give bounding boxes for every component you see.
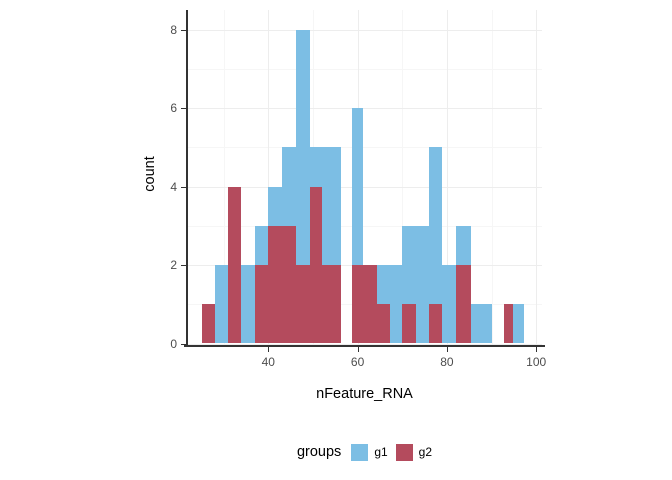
y-tick-mark <box>181 343 186 345</box>
histogram-bar-g2 <box>455 265 471 344</box>
legend: groups g1 g2 <box>187 441 542 463</box>
y-tick-mark <box>181 186 186 188</box>
histogram-bar-g1 <box>470 304 482 344</box>
histogram-bar-g2 <box>402 304 416 344</box>
histogram-bar-g1 <box>442 265 456 344</box>
x-tick-label: 40 <box>261 355 275 369</box>
y-tick-mark <box>181 29 186 31</box>
y-major-gridline <box>187 29 542 31</box>
x-major-gridline <box>268 10 270 346</box>
x-tick-mark <box>446 347 448 352</box>
histogram-bar-g2 <box>254 265 269 344</box>
histogram-bar-g1 <box>390 265 403 344</box>
histogram-bar-g1 <box>513 304 525 344</box>
histogram-bar-g1 <box>429 147 443 344</box>
x-major-gridline <box>536 10 538 346</box>
histogram-bar-g2 <box>295 265 310 344</box>
histogram-bar-g2 <box>503 304 514 344</box>
histogram-bar-g2 <box>351 265 364 344</box>
y-tick-label: 6 <box>170 101 177 116</box>
y-major-gridline <box>187 108 542 110</box>
legend-label-g1: g1 <box>374 445 388 459</box>
histogram-bar-g2 <box>309 186 322 344</box>
histogram-bar-g2 <box>376 304 391 344</box>
x-tick-mark <box>536 347 538 352</box>
legend-item-g2: g2 <box>395 443 433 461</box>
y-minor-gridline <box>187 225 542 227</box>
x-minor-gridline <box>402 10 404 346</box>
legend-title: groups <box>296 444 342 460</box>
histogram-bar-g2 <box>429 304 443 344</box>
legend-label-g2: g2 <box>418 445 433 459</box>
histogram-bar-g2 <box>281 225 296 344</box>
y-tick-mark <box>181 265 186 267</box>
g1-color-swatch <box>351 443 369 461</box>
y-minor-gridline <box>187 147 542 149</box>
y-tick-label: 4 <box>170 179 177 194</box>
y-tick-label: 0 <box>170 336 177 351</box>
x-tick-label: 100 <box>526 355 547 369</box>
histogram-bar-g1 <box>351 108 364 344</box>
x-tick-mark <box>268 347 270 352</box>
y-major-gridline <box>187 186 542 188</box>
x-tick-label: 60 <box>350 355 365 369</box>
histogram-bar-g1 <box>241 265 255 344</box>
histogram-bar-g1 <box>481 304 492 344</box>
x-axis-title: nFeature_RNA <box>316 386 413 402</box>
x-tick-label: 80 <box>440 355 454 369</box>
histogram-bar-g1 <box>415 225 430 344</box>
histogram-bar-g2 <box>268 225 282 344</box>
plot-panel <box>187 10 542 346</box>
x-minor-gridline <box>223 10 225 346</box>
legend-item-g1: g1 <box>351 443 388 461</box>
y-tick-label: 2 <box>170 258 177 273</box>
histogram-bar-g2 <box>202 304 215 344</box>
g2-color-swatch <box>395 443 413 461</box>
x-axis-line <box>184 345 545 347</box>
y-tick-label: 8 <box>170 22 177 37</box>
x-minor-gridline <box>491 10 493 346</box>
y-major-gridline <box>187 343 542 345</box>
histogram-bar-g2 <box>363 265 377 344</box>
y-minor-gridline <box>187 68 542 70</box>
histogram-bar-g2 <box>228 186 242 344</box>
histogram-bar-g2 <box>321 265 342 344</box>
histogram-bar-g1 <box>214 265 229 344</box>
y-tick-mark <box>181 108 186 110</box>
y-axis-line <box>186 10 188 347</box>
x-major-gridline <box>446 10 448 346</box>
x-tick-mark <box>357 347 359 352</box>
